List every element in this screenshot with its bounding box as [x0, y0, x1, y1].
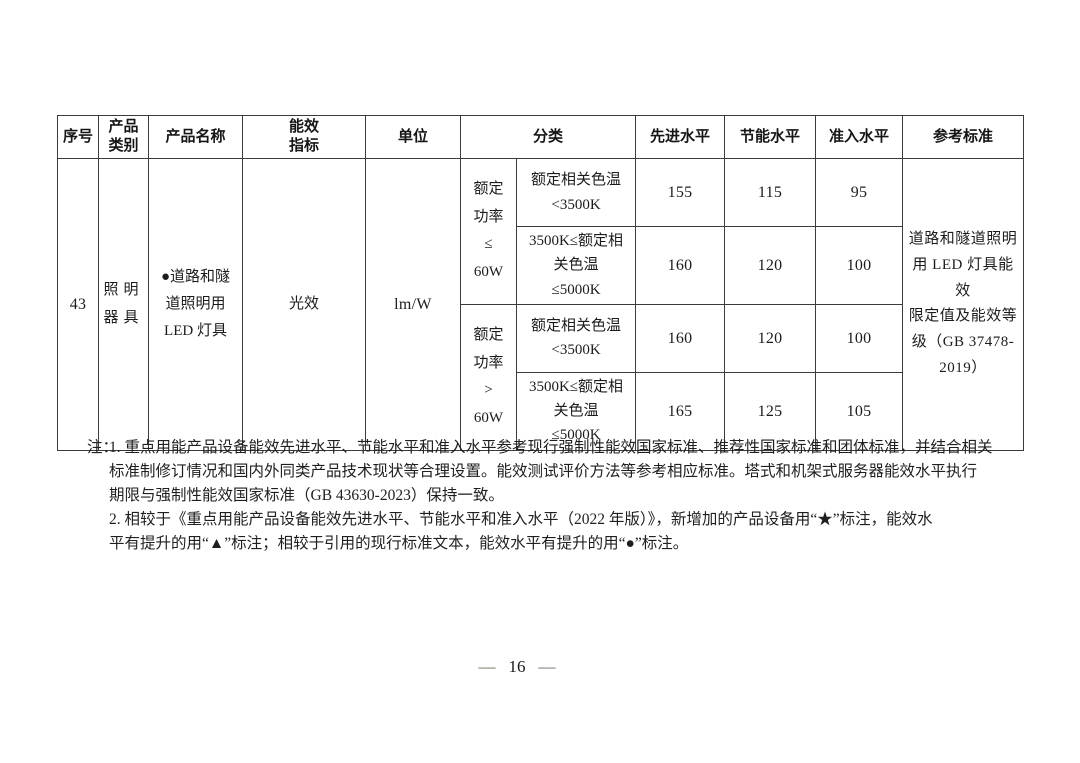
cell-power-gt-60w: 额定 功率 > 60W: [460, 303, 517, 451]
cell-efficiency-indicator: 光效: [242, 158, 366, 451]
cell-cct-3500-5000k: 3500K≤额定相 关色温 ≤5000K: [515, 371, 637, 451]
cell-entry-value: 100: [815, 226, 904, 305]
header-product-category: 产品 类别: [98, 115, 149, 159]
table-row: 额定 功率 > 60W 额定相关色温 <3500K 160 120 100: [58, 303, 1024, 451]
notes-block: 注： 1. 重点用能产品设备能效先进水平、节能水平和准入水平参考现行强制性能效国…: [87, 436, 1031, 556]
header-unit: 单位: [365, 115, 461, 159]
cell-saving-value: 120: [724, 226, 817, 305]
cell-product-category: 照明器具: [98, 158, 149, 451]
cell-power-le-60w: 额定 功率 ≤ 60W: [460, 158, 517, 305]
table-row: 3500K≤额定相 关色温 ≤5000K 160 120 100: [58, 226, 1024, 305]
page-number: 16: [508, 657, 526, 676]
cell-advanced-value: 155: [635, 158, 726, 227]
footer-dash-left: —: [478, 657, 496, 676]
energy-efficiency-table: 序号 产品 类别 产品名称 能效 指标 单位 分类 先进水平 节能水平 准入水平…: [57, 115, 1025, 451]
cell-cct-lt3500k: 额定相关色温 <3500K: [515, 158, 637, 227]
cell-reference-standard: 道路和隧道照明 用 LED 灯具能效 限定值及能效等 级（GB 37478- 2…: [902, 158, 1025, 451]
table-header-row: 序号 产品 类别 产品名称 能效 指标 单位 分类 先进水平 节能水平 准入水平…: [57, 115, 1025, 159]
header-product-name: 产品名称: [148, 115, 243, 159]
note-item-2: 2. 相较于《重点用能产品设备能效先进水平、节能水平和准入水平（2022 年版）…: [109, 511, 933, 552]
table-row: 43 照明器具 ●道路和隧 道照明用 LED 灯具 光效 lm/W 额定 功率 …: [57, 158, 1025, 451]
footer-dash-right: —: [538, 657, 556, 676]
cell-advanced-value: 160: [635, 226, 726, 305]
page-footer: — 16 —: [0, 657, 1034, 677]
cell-saving-value: 120: [724, 303, 817, 373]
table-row: 3500K≤额定相 关色温 ≤5000K 165 125 105: [58, 371, 1024, 451]
header-saving-level: 节能水平: [724, 115, 817, 159]
header-reference-standard: 参考标准: [902, 115, 1025, 159]
cell-entry-value: 100: [815, 303, 904, 373]
cell-product-name: ●道路和隧 道照明用 LED 灯具: [148, 158, 243, 451]
header-efficiency-indicator: 能效 指标: [242, 115, 366, 159]
header-advanced-level: 先进水平: [635, 115, 726, 159]
cell-saving-value: 115: [724, 158, 817, 227]
cell-advanced-value: 160: [635, 303, 726, 373]
header-classification: 分类: [459, 115, 637, 159]
header-entry-level: 准入水平: [815, 115, 904, 159]
cell-entry-value: 105: [815, 371, 904, 451]
cell-saving-value: 125: [724, 371, 817, 451]
notes-label: 注：: [87, 439, 119, 456]
cell-entry-value: 95: [815, 158, 904, 227]
header-serial-number: 序号: [57, 115, 99, 159]
cell-serial-number: 43: [57, 158, 99, 451]
note-item-1: 1. 重点用能产品设备能效先进水平、节能水平和准入水平参考现行强制性能效国家标准…: [109, 439, 993, 504]
cell-unit: lm/W: [365, 158, 461, 451]
notes-body: 1. 重点用能产品设备能效先进水平、节能水平和准入水平参考现行强制性能效国家标准…: [109, 436, 1031, 556]
cell-cct-3500-5000k: 3500K≤额定相 关色温 ≤5000K: [515, 226, 637, 305]
cell-cct-lt3500k: 额定相关色温 <3500K: [515, 303, 637, 373]
